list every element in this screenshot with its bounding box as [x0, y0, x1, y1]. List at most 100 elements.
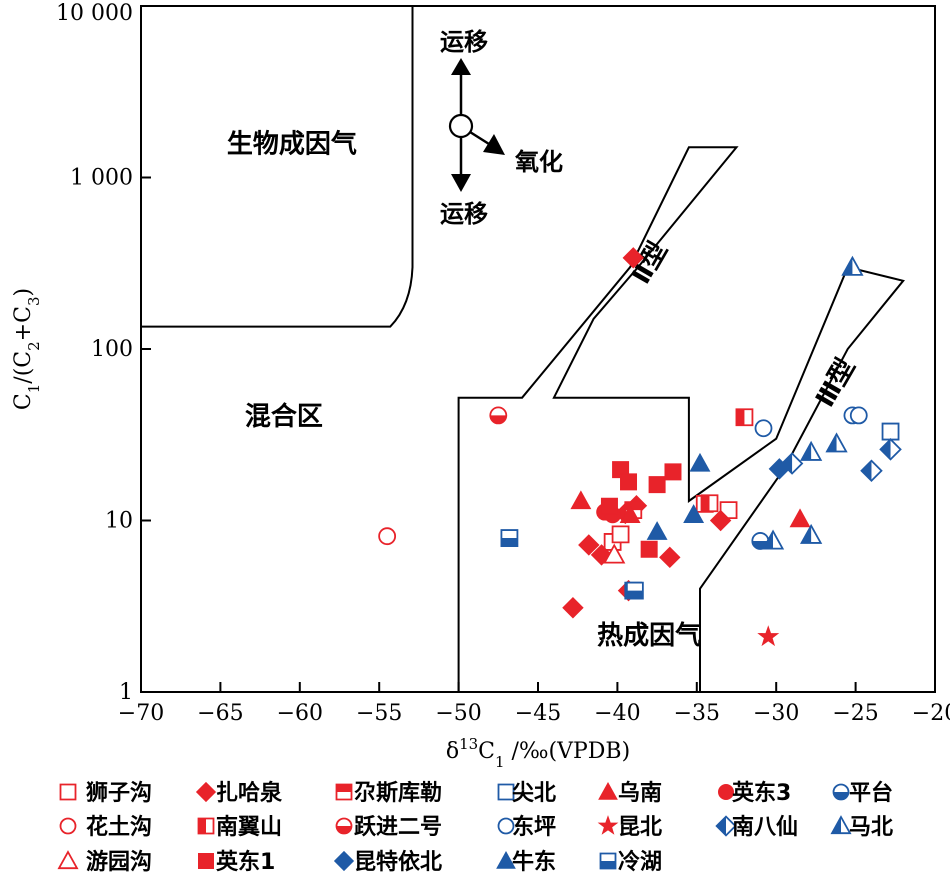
y-tick-label: 1 000 — [70, 166, 133, 191]
point-s8 — [700, 494, 719, 513]
region-label-bio: 生物成因气 — [227, 128, 357, 159]
legend-label-6: 平台 — [849, 780, 893, 806]
legend-label-1: 扎哈泉 — [216, 780, 283, 806]
x-tick-label: −70 — [118, 701, 164, 726]
x-tick-label: −35 — [674, 701, 720, 726]
point-s3 — [881, 422, 900, 441]
legend-marker-4 — [598, 781, 618, 800]
legend-marker-12 — [715, 815, 737, 837]
legend-marker-16 — [333, 850, 355, 872]
point-s15 — [640, 540, 658, 558]
point-s12 — [879, 438, 902, 461]
arrow-up-head — [451, 58, 471, 75]
legend-label-3: 尖北 — [512, 781, 556, 806]
point-s13 — [800, 440, 823, 461]
y-axis: 1 10 100 1 000 10 000 — [56, 1, 151, 705]
legend-marker-3 — [497, 783, 515, 801]
y-axis-label: C1/(C2+C3) — [11, 288, 43, 410]
x-tick-label: −40 — [594, 701, 640, 726]
biogenic-boundary — [141, 6, 414, 328]
legend-marker-6 — [832, 783, 850, 801]
trend-label-down: 运移 — [440, 200, 488, 228]
point-s4 — [789, 508, 811, 528]
legend-label-18: 冷湖 — [618, 849, 662, 875]
region-label-thermo: 热成因气 — [597, 620, 701, 651]
legend-label-8: 南翼山 — [216, 815, 282, 840]
point-s1 — [709, 509, 732, 532]
legend-label-13: 马北 — [849, 815, 893, 840]
point-s1 — [578, 534, 600, 556]
data-points — [378, 247, 902, 647]
point-s12 — [860, 459, 883, 483]
point-s13 — [825, 432, 848, 453]
point-s18 — [625, 581, 644, 600]
point-s13 — [800, 523, 823, 544]
legend-marker-1 — [195, 781, 217, 803]
x-tick-label: −60 — [277, 701, 323, 726]
point-s15 — [648, 476, 666, 494]
thermogenic-boundary — [457, 146, 905, 692]
legend-label-7: 花土沟 — [86, 814, 152, 840]
point-s10 — [754, 419, 773, 438]
legend-marker-11 — [597, 815, 619, 835]
y-tick-label: 10 — [105, 509, 133, 534]
legend-label-4: 乌南 — [618, 780, 662, 806]
legend-marker-13 — [830, 815, 852, 835]
point-s8 — [735, 408, 754, 427]
x-tick-label: −25 — [832, 701, 878, 726]
legend-marker-0 — [59, 783, 77, 801]
region-boundaries — [141, 6, 905, 692]
point-s15 — [620, 473, 638, 491]
point-s13 — [761, 529, 785, 550]
y-tick-label: 100 — [91, 337, 133, 362]
point-s10 — [849, 406, 868, 425]
legend-label-17: 牛东 — [512, 849, 556, 875]
point-s9 — [489, 406, 508, 425]
point-s4 — [619, 504, 641, 523]
point-s0 — [611, 525, 630, 544]
point-s17 — [683, 504, 705, 523]
x-tick-label: −20 — [912, 701, 950, 726]
point-s15 — [600, 497, 618, 515]
region-label-mix: 混合区 — [245, 401, 323, 432]
point-s7 — [378, 527, 397, 546]
legend-label-11: 昆北 — [618, 815, 662, 840]
legend-marker-9 — [335, 817, 353, 835]
arrow-oxidation-head — [483, 134, 505, 155]
arrow-down-head — [451, 174, 471, 192]
legend-label-12: 南八仙 — [732, 814, 798, 840]
point-s14 — [603, 543, 626, 564]
legend-label-16: 昆特依北 — [354, 849, 442, 875]
legend-marker-10 — [497, 817, 515, 835]
point-s13 — [841, 255, 864, 276]
legend-label-5: 英东3 — [732, 780, 791, 806]
point-s17 — [646, 521, 668, 540]
legend-marker-8 — [197, 817, 215, 835]
trend-arrow-oxidation — [469, 130, 490, 146]
point-s1 — [659, 546, 681, 569]
point-s11 — [757, 625, 780, 647]
x-axis-label: δ13C1 /‰(VPDB) — [446, 735, 630, 771]
origin-circle — [448, 113, 474, 139]
legend-marker-2 — [335, 783, 353, 801]
point-s16 — [768, 458, 791, 480]
legend-marker-15 — [198, 853, 214, 869]
x-tick-label: −45 — [515, 701, 561, 726]
point-s1 — [622, 247, 644, 269]
legend-label-0: 狮子沟 — [86, 780, 152, 806]
x-axis: −70 −65 −60 −55 −50 −45 −40 −35 −30 −25 −20 — [118, 682, 950, 726]
x-tick-label: −30 — [753, 701, 799, 726]
legend-label-9: 跃进二号 — [354, 815, 442, 840]
x-tick-label: −55 — [356, 701, 402, 726]
legend-label-14: 游园沟 — [86, 849, 152, 875]
legend-marker-14 — [57, 850, 79, 870]
legend-marker-7 — [59, 817, 77, 835]
point-s18 — [500, 529, 519, 547]
point-s4 — [570, 490, 592, 510]
trend-label-up: 运移 — [440, 28, 488, 56]
